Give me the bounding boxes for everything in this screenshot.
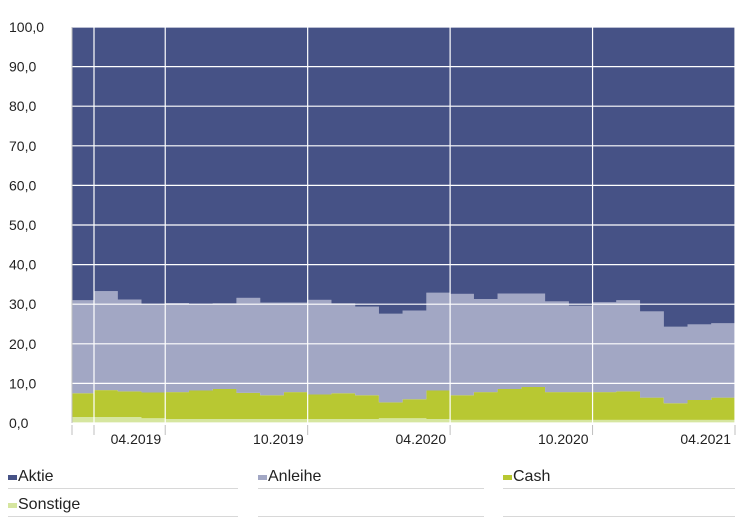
x-tick-label: 10.2020 <box>538 431 589 447</box>
x-axis-tick-labels: 04.2019 10.2019 04.2020 10.2020 04.2021 <box>111 431 732 447</box>
y-tick-label: 20,0 <box>9 336 36 352</box>
legend-item-sonstige[interactable]: Sonstige <box>8 496 80 522</box>
x-tick-label: 04.2021 <box>680 431 731 447</box>
x-axis-ticks <box>71 425 736 435</box>
legend-label: Cash <box>513 468 551 485</box>
legend-divider <box>258 516 484 517</box>
legend-item-cash[interactable]: Cash <box>503 468 550 494</box>
y-tick-label: 80,0 <box>9 98 36 114</box>
y-tick-label: 50,0 <box>9 217 36 233</box>
legend-label: Anleihe <box>268 468 322 485</box>
legend-item-aktie[interactable]: Aktie <box>8 468 54 494</box>
area-cash <box>72 386 735 420</box>
legend-swatch <box>8 503 17 508</box>
series-areas <box>72 27 735 423</box>
stacked-area-chart: 0,0 10,0 20,0 30,0 40,0 50,0 60,0 70,0 80,0 90,0 1… <box>9 19 736 447</box>
gridlines <box>71 26 736 424</box>
area-anleihe <box>72 291 735 404</box>
legend-divider <box>258 488 484 489</box>
y-axis-tick-labels: 0,0 10,0 20,0 30,0 40,0 50,0 60,0 70,0 80,0 90,0 1… <box>9 19 44 431</box>
x-tick-label: 10.2019 <box>253 431 304 447</box>
area-sonstige <box>72 417 735 423</box>
y-tick-label: 10,0 <box>9 375 36 391</box>
legend-divider <box>8 488 238 489</box>
legend-label: Aktie <box>18 468 54 485</box>
legend-label: Sonstige <box>18 496 81 513</box>
legend-divider <box>503 488 735 489</box>
y-tick-label: 40,0 <box>9 257 36 273</box>
x-tick-label: 04.2019 <box>111 431 162 447</box>
legend-swatch <box>258 475 267 480</box>
y-tick-label: 60,0 <box>9 177 36 193</box>
legend-swatch <box>8 475 17 480</box>
y-tick-label: 0,0 <box>9 415 29 431</box>
legend: Aktie Anleihe Cash Sonstige <box>0 460 744 520</box>
legend-swatch <box>503 475 512 480</box>
y-tick-label: 90,0 <box>9 59 36 75</box>
y-tick-label: 30,0 <box>9 296 36 312</box>
y-tick-label: 100,0 <box>9 19 44 35</box>
legend-item-anleihe[interactable]: Anleihe <box>258 468 321 494</box>
x-tick-label: 04.2020 <box>396 431 447 447</box>
legend-divider <box>8 516 238 517</box>
legend-divider <box>503 516 735 517</box>
area-aktie <box>72 27 735 327</box>
y-tick-label: 70,0 <box>9 138 36 154</box>
